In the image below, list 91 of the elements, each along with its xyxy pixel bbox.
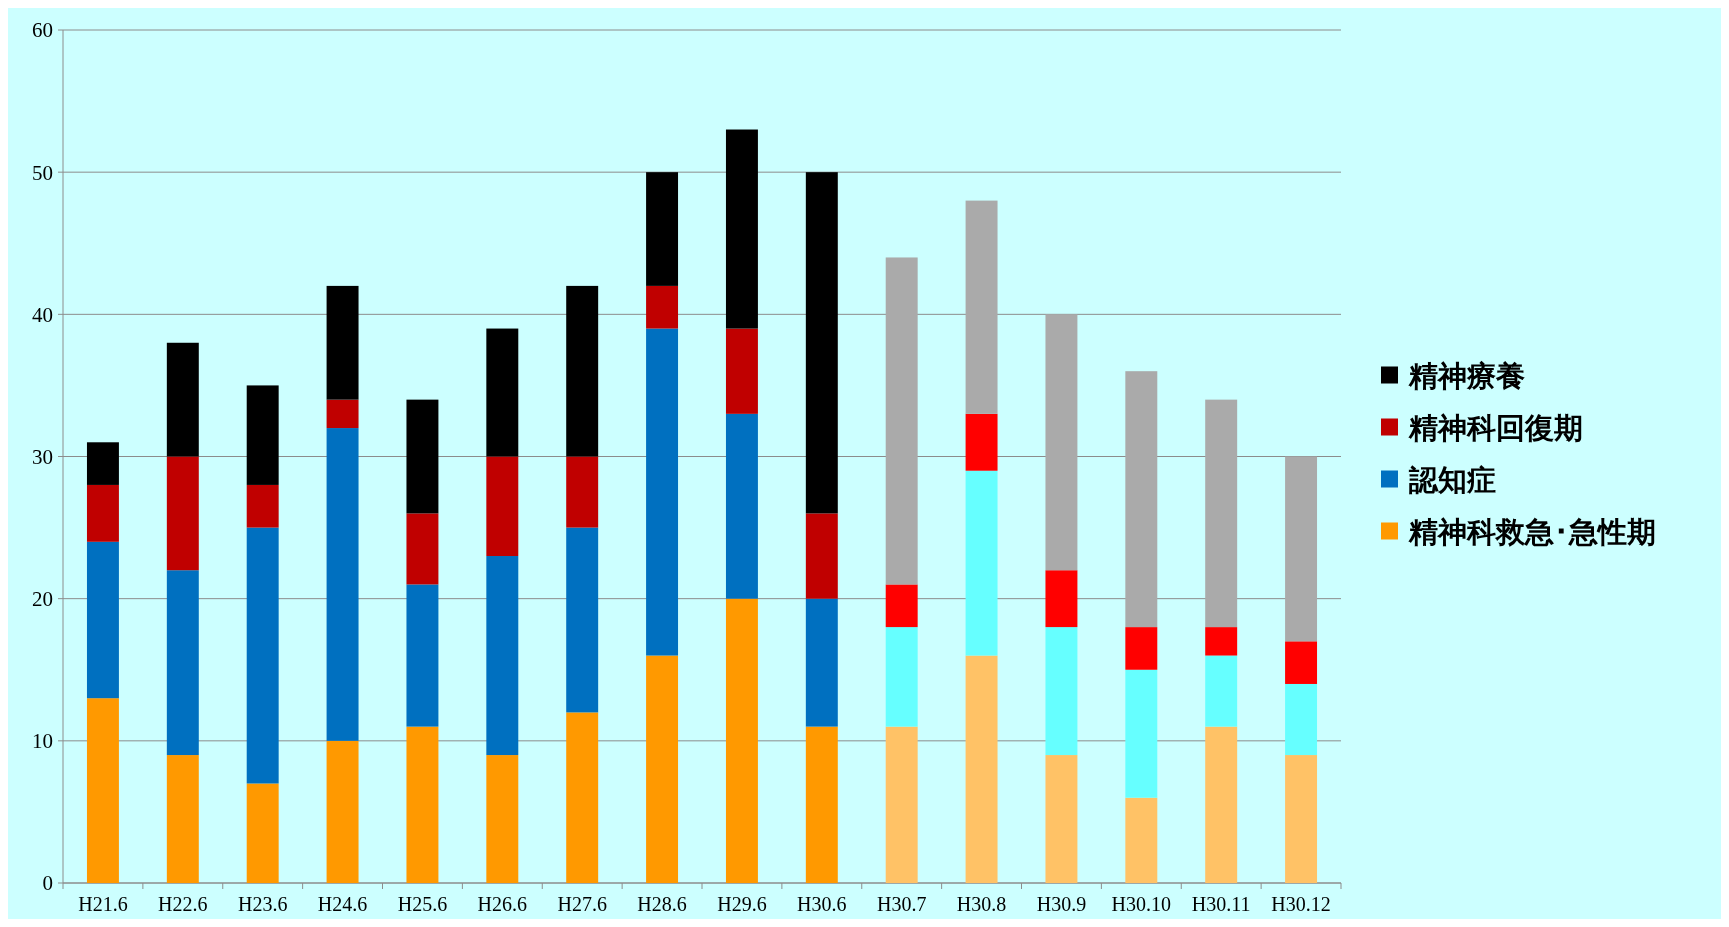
bar [725,598,758,883]
bar [326,428,359,741]
bar [566,527,599,713]
bar [86,484,119,542]
bar [725,413,758,599]
y-tick-label: 40 [32,302,53,327]
bar [1045,570,1078,628]
bar [885,584,918,628]
x-tick-label: H25.6 [397,893,448,915]
bar [1205,399,1238,628]
bar [1285,683,1318,756]
bar [486,328,519,457]
bar [326,285,359,400]
bar [965,470,998,656]
bar [646,172,679,286]
y-tick-label: 0 [42,871,53,896]
bar [1045,627,1078,756]
bar [1285,755,1318,883]
x-tick-label: H27.6 [557,893,607,915]
bar [805,172,838,514]
bar [1125,797,1158,883]
x-tick-label: H22.6 [158,893,208,915]
x-tick-label: H30.7 [876,893,927,915]
y-tick-label: 50 [32,160,53,185]
bar [965,200,998,414]
bar [725,328,758,414]
bar [1285,456,1318,642]
bar [486,755,519,883]
bar [1205,627,1238,656]
bar [166,755,199,883]
x-tick-label: H28.6 [637,893,687,915]
bar [646,655,679,883]
bar [1125,627,1158,670]
bar [965,413,998,471]
x-tick-label: H30.8 [956,893,1007,915]
bar [486,556,519,756]
x-tick-label: H30.11 [1191,893,1251,915]
legend-label: 精神科救急･急性期 [1408,514,1656,549]
x-tick-label: H23.6 [237,893,288,915]
bar [885,726,918,883]
bar [1285,641,1318,684]
bar [486,456,519,557]
bar [406,399,439,514]
x-tick-label: H24.6 [317,893,368,915]
y-tick-label: 20 [32,587,53,612]
x-tick-label: H26.6 [477,893,528,915]
bar [566,712,599,883]
bar [1205,655,1238,727]
bar [326,399,359,429]
x-tick-label: H30.12 [1271,893,1331,915]
bar [246,484,279,528]
legend-label: 精神科回復期 [1408,410,1583,445]
bar [1045,314,1078,571]
bar [166,342,199,457]
x-tick-label: H30.9 [1036,893,1087,915]
legend-label: 精神療養 [1408,358,1525,393]
y-tick-label: 60 [32,18,53,43]
bar [86,698,119,883]
bar [246,385,279,485]
x-tick-label: H21.6 [78,893,128,915]
bar [885,257,918,585]
x-tick-label: H29.6 [717,893,767,915]
y-tick-label: 10 [32,729,53,754]
bar [566,456,599,528]
bar [166,456,199,571]
bar [166,570,199,756]
x-tick-label: H30.6 [797,893,847,915]
bar [246,783,279,883]
bar [86,442,119,485]
bar [406,513,439,585]
bar [406,584,439,727]
bar [326,740,359,883]
legend-label: 認知症 [1408,462,1496,497]
x-tick-label: H30.10 [1111,893,1172,915]
bar [646,328,679,656]
bar [566,285,599,457]
bar [1125,669,1158,798]
bar [805,598,838,727]
bar [246,527,279,784]
bar [1205,726,1238,883]
bar [965,655,998,883]
bar [646,285,679,329]
bar [86,541,119,699]
bar [805,513,838,599]
bar [406,726,439,883]
y-tick-label: 30 [32,444,53,469]
bar [725,129,758,329]
bar [1045,755,1078,883]
bar [885,627,918,727]
bar [1125,371,1158,628]
bar [805,726,838,883]
